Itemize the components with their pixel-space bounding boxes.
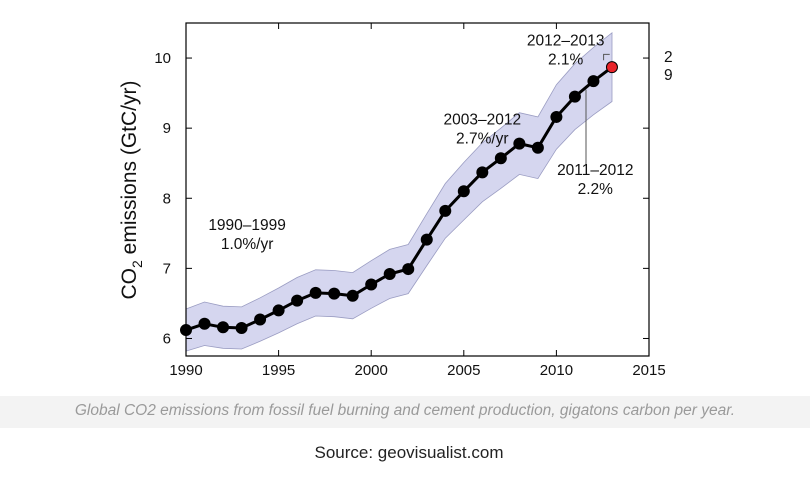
- y-tick-label: 8: [163, 190, 171, 207]
- data-point: [383, 267, 396, 280]
- data-point: [235, 321, 248, 334]
- caption-band: [0, 396, 810, 428]
- data-point: [217, 321, 230, 334]
- y-axis-title-suffix: emissions (GtC/yr): [118, 81, 141, 261]
- annotation-label: 2003–2012 2.7%/yr: [444, 112, 522, 148]
- annotation-label: 2011–2012 2.2%: [557, 162, 633, 198]
- data-point: [291, 294, 304, 307]
- data-point: [550, 110, 563, 123]
- y-axis-title-prefix: CO: [118, 268, 141, 300]
- projection-point-2013: [605, 61, 618, 74]
- data-point: [272, 304, 285, 317]
- data-point: [568, 90, 581, 103]
- y-tick-label: 10: [154, 50, 171, 67]
- cropped-glyph-fragment: 9: [664, 67, 673, 84]
- x-tick-label: 2010: [540, 362, 573, 379]
- y-axis-title: CO2 emissions (GtC/yr): [118, 81, 145, 300]
- annotation-label: 1990–1999 1.0%/yr: [208, 217, 286, 253]
- annotation-line: 2.2%: [578, 181, 614, 198]
- data-point: [513, 137, 526, 150]
- x-tick-label: 1990: [169, 362, 202, 379]
- x-tick-label: 2005: [447, 362, 480, 379]
- data-point: [328, 287, 341, 300]
- cropped-glyph-fragment: 2: [664, 49, 673, 66]
- data-point: [420, 233, 433, 246]
- data-point: [402, 263, 415, 276]
- annotation-line: 2012–2013: [527, 32, 605, 49]
- annotation-line: 2.1%: [548, 51, 584, 68]
- annotations: 1990–1999 1.0%/yr 2003–2012 2.7%/yr 2012–201…: [208, 32, 633, 252]
- data-point: [587, 75, 600, 88]
- plot-frame: [185, 22, 650, 357]
- co2-emissions-chart: 1990 1995 2000 2005 2010 2015 6 7 8 9 10 1990–1999…: [118, 22, 673, 379]
- data-point: [439, 204, 452, 217]
- source-credit: Source: geovisualist.com: [314, 443, 504, 462]
- axis-ticks: 1990 1995 2000 2005 2010 2015 6 7 8 9 10: [154, 23, 666, 379]
- annotation-line: 1990–1999: [208, 217, 286, 234]
- data-point: [494, 152, 507, 165]
- x-tick-label: 2000: [355, 362, 388, 379]
- annotation-line: 2003–2012: [444, 112, 522, 129]
- data-point: [457, 185, 470, 198]
- y-axis-title-subscript: 2: [129, 260, 145, 268]
- x-tick-label: 2015: [632, 362, 665, 379]
- data-point: [254, 313, 267, 326]
- data-point: [180, 324, 192, 337]
- y-tick-label: 6: [163, 330, 171, 347]
- x-tick-label: 1995: [262, 362, 295, 379]
- data-point: [346, 289, 359, 302]
- data-point: [531, 141, 544, 154]
- uncertainty-band-layer: [185, 31, 613, 352]
- uncertainty-band: [185, 31, 613, 352]
- annotation-line: 2.7%/yr: [456, 131, 509, 148]
- data-point: [309, 286, 322, 299]
- annotation-line: 1.0%/yr: [221, 236, 274, 253]
- figure-caption: Global CO2 emissions from fossil fuel bu…: [74, 402, 736, 419]
- data-point: [476, 166, 489, 179]
- annotation-leader-2012-2013: [603, 53, 610, 61]
- data-point: [365, 278, 378, 291]
- y-tick-label: 9: [163, 120, 171, 137]
- data-points: [180, 61, 618, 337]
- annotation-label: 2012–2013 2.1%: [527, 32, 605, 68]
- data-point: [198, 317, 211, 330]
- annotation-line: 2011–2012: [557, 162, 633, 179]
- y-tick-label: 7: [163, 260, 171, 277]
